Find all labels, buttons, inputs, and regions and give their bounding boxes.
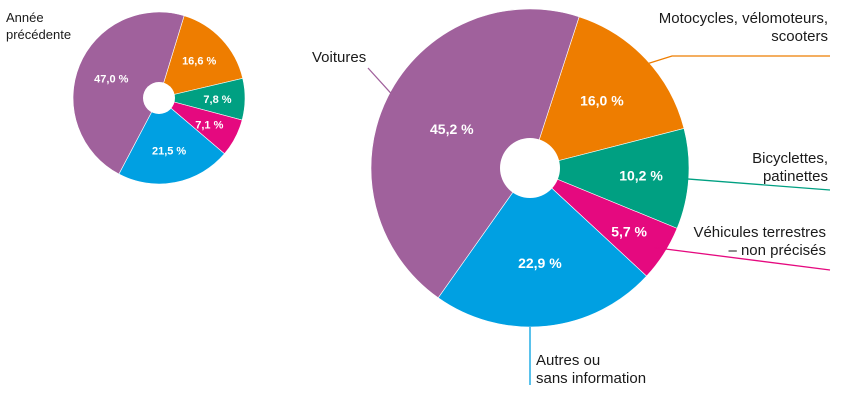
legend-label-bicyclettes-patinettes: Bicyclettes, patinettes <box>752 150 828 185</box>
value-label-motocycles-velomoteurs-scooters: 16,6 % <box>182 55 216 67</box>
legend-label-line: patinettes <box>763 168 828 185</box>
leader-line-voitures <box>367 67 400 103</box>
value-label-bicyclettes-patinettes: 7,8 % <box>203 94 231 106</box>
legend-label-line: sans information <box>536 370 646 387</box>
value-label-vehicules-terrestres-non-precises: 7,1 % <box>195 119 223 131</box>
legend-label-line: Autres ou <box>536 352 600 369</box>
value-label-voitures: 45,2 % <box>430 121 474 137</box>
legend-label-line: Bicyclettes, <box>752 150 828 167</box>
value-label-autres-ou-sans-information: 21,5 % <box>152 145 186 157</box>
value-label-vehicules-terrestres-non-precises: 5,7 % <box>611 223 647 239</box>
value-label-voitures: 47,0 % <box>94 73 128 85</box>
leader-line-bicyclettes-patinettes <box>677 177 831 191</box>
legend-label-motocycles-velomoteurs-scooters: Motocycles, vélomoteurs, scooters <box>659 10 828 45</box>
slice-voitures <box>370 8 580 299</box>
legend-label-voitures: Voitures <box>312 49 366 66</box>
current-year-pie: 16,0 % 10,2 % 5,7 % 22,9 % 45,2 % <box>370 8 690 328</box>
value-label-motocycles-velomoteurs-scooters: 16,0 % <box>580 93 624 109</box>
slice-autres-ou-sans-information <box>118 97 225 185</box>
previous-year-pie: 16,6 % 7,8 % 7,1 % 21,5 % 47,0 % <box>72 11 246 185</box>
donut-hole <box>500 138 560 198</box>
previous-year-title-line-2: précédente <box>6 27 71 42</box>
legend-label-vehicules-terrestres-non-precises: Véhicules terrestres – non précisés <box>693 224 826 259</box>
legend-label-line: Véhicules terrestres <box>693 224 826 241</box>
legend-label-line: Voitures <box>312 49 366 66</box>
donut-hole <box>143 82 175 114</box>
slice-voitures <box>72 11 185 175</box>
leader-line-vehicules-terrestres-non-precises <box>654 246 831 271</box>
legend-label-line: scooters <box>771 28 828 45</box>
slice-autres-ou-sans-information <box>437 167 648 328</box>
leader-line-motocycles-velomoteurs-scooters <box>637 55 830 68</box>
legend-label-line: – non précisés <box>728 242 826 259</box>
previous-year-title-line-1: Année <box>6 10 44 25</box>
value-label-autres-ou-sans-information: 22,9 % <box>518 255 562 271</box>
previous-year-title: Année précédente <box>6 10 71 42</box>
value-label-bicyclettes-patinettes: 10,2 % <box>619 168 663 184</box>
legend-label-autres-ou-sans-information: Autres ou sans information <box>536 352 646 387</box>
legend-label-line: Motocycles, vélomoteurs, <box>659 10 828 27</box>
legend: Motocycles, vélomoteurs, scooters Bicyclet… <box>312 10 831 387</box>
slice-motocycles-velomoteurs-scooters <box>529 16 685 169</box>
slice-motocycles-velomoteurs-scooters <box>158 15 244 99</box>
